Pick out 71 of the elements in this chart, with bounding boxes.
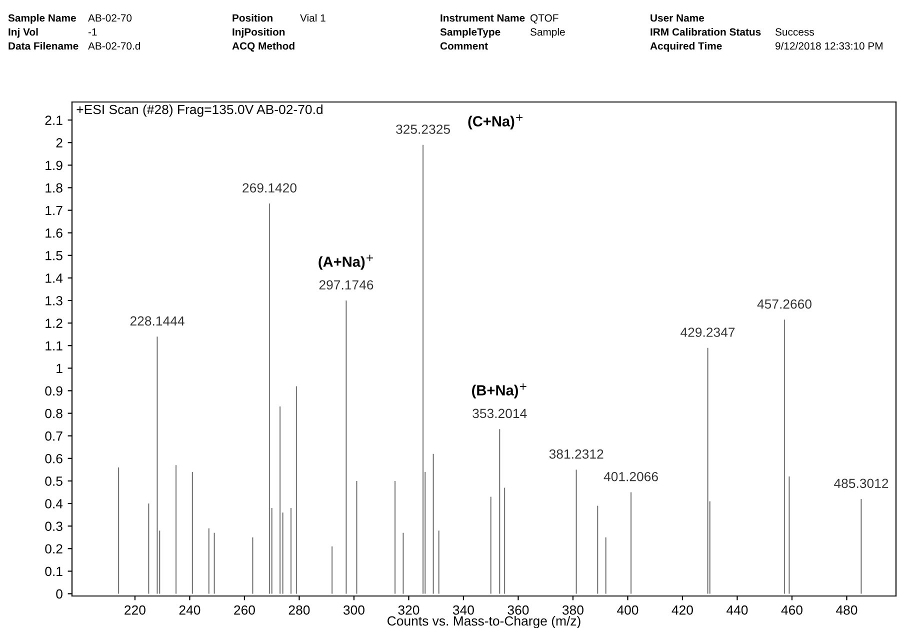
annotation: 381.2312 [549, 449, 604, 459]
y-tick-label: 0 [56, 589, 62, 599]
annotation: 325.2325 [396, 124, 450, 134]
annotation: 269.1420 [242, 183, 296, 193]
y-tick-label: 0.8 [45, 408, 62, 418]
x-tick-label: 220 [124, 605, 146, 615]
text: QTOF [530, 14, 558, 24]
x-tick-label: 260 [234, 605, 255, 615]
y-tick-label: 1.5 [46, 251, 62, 260]
x-tick-label: 480 [836, 605, 858, 615]
y-tick-label: 2.1 [45, 116, 62, 125]
x-tick-label: 240 [179, 605, 200, 615]
text: InjPosition [232, 28, 285, 38]
text: Instrument Name [440, 14, 525, 22]
text: Acquired Time [650, 42, 722, 52]
annotation: 429.2347 [680, 328, 735, 337]
y-tick-label: 2 [56, 138, 62, 148]
y-tick-label: 0.1 [45, 566, 62, 576]
text: Position [232, 14, 272, 22]
x-tick-label: 320 [398, 605, 420, 615]
y-tick-label: 1.1 [46, 341, 62, 350]
x-tick-label: 460 [781, 605, 802, 615]
x-tick-label: 300 [343, 605, 364, 615]
annotation: 353.2014 [472, 408, 527, 418]
y-tick-label: 1.7 [46, 206, 62, 216]
y-tick-label: 1.2 [46, 318, 62, 328]
annotation: (C+Na)$^{+}$ [468, 114, 523, 130]
y-tick-label: 1.6 [46, 228, 62, 238]
annotation: 485.3012 [834, 478, 888, 488]
annotation: 297.1746 [319, 280, 374, 290]
text: Vial 1 [300, 14, 326, 22]
y-tick-label: 0.5 [45, 476, 62, 486]
x-tick-label: 280 [288, 605, 310, 615]
text: SampleType [440, 28, 500, 38]
x-tick-label: 340 [452, 605, 474, 615]
text: AB-02-70.d [88, 42, 140, 50]
y-tick-label: 0.3 [45, 522, 62, 531]
annotation: (A+Na)$^{+}$ [318, 254, 373, 270]
x-axis-title: Counts vs. Mass-to-Charge (m/z) [388, 616, 580, 628]
text: -1 [88, 28, 97, 36]
y-tick-label: 1.4 [46, 274, 63, 283]
text: IRM Calibration Status [650, 28, 761, 36]
text: 9/12/2018 12:33:10 PM [775, 42, 882, 50]
y-tick-label: 0.6 [45, 454, 62, 464]
x-tick-label: 440 [726, 605, 748, 615]
text: User Name [650, 14, 704, 22]
y-tick-label: 0.2 [45, 544, 62, 554]
annotation: 401.2066 [604, 472, 658, 482]
annotation: 228.1444 [130, 316, 184, 326]
text: Comment [440, 42, 488, 50]
chart-title: +ESI Scan (#28) Frag=135.0V AB-02-70.d [76, 104, 322, 117]
text: Sample Name [8, 14, 76, 24]
annotation: (B+Na)$^{+}$ [472, 383, 526, 398]
x-tick-label: 400 [617, 605, 638, 615]
text: Data Filename [8, 42, 78, 50]
text: Inj Vol [8, 28, 38, 38]
y-tick-label: 1 [56, 364, 62, 373]
text: ACQ Method [232, 42, 294, 52]
y-tick-label: 1.9 [46, 160, 62, 170]
y-tick-label: 0.4 [45, 499, 63, 508]
x-tick-label: 420 [672, 605, 693, 615]
y-tick-label: 1.3 [46, 296, 62, 306]
annotation: 457.2660 [757, 299, 812, 309]
y-tick-label: 0.9 [45, 386, 62, 396]
text: Success [775, 28, 814, 36]
text: Sample [530, 28, 565, 38]
y-tick-label: 0.7 [45, 431, 62, 441]
x-tick-label: 360 [508, 605, 529, 615]
text: AB-02-70 [88, 14, 132, 22]
y-tick-label: 1.8 [46, 183, 62, 193]
x-tick-label: 380 [562, 605, 584, 615]
